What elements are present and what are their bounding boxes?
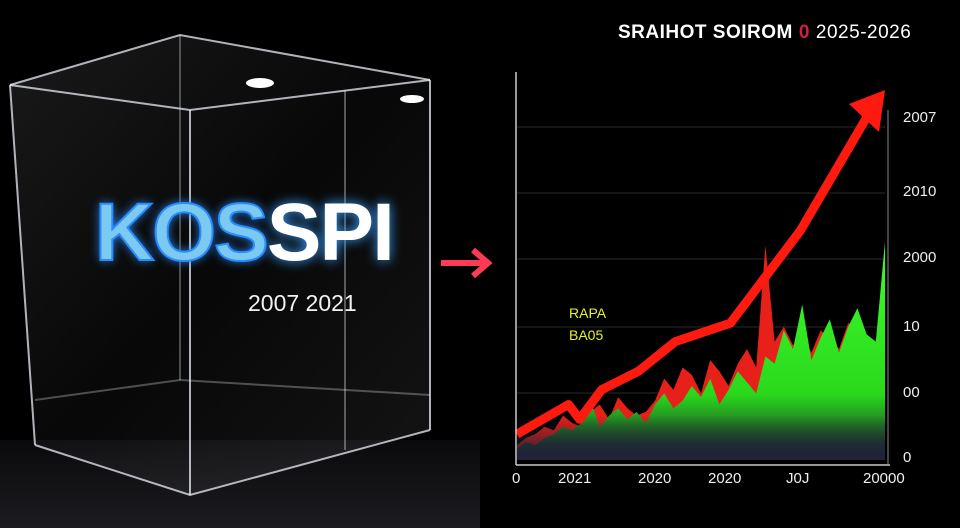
title-text: SRAIHOT SOIROM (618, 22, 793, 43)
trend-line (514, 107, 875, 439)
area-base-shade (517, 415, 885, 460)
x-tick-label: J0J (786, 470, 810, 487)
y-tick-label: 2010 (903, 183, 937, 200)
chart-title: SRAIHOT SOIROM 0 2025-2026 (618, 22, 911, 44)
logo-outline: KOS (94, 186, 270, 279)
title-years: 2025-2026 (815, 22, 912, 43)
y-tick-label: 2000 (903, 249, 937, 266)
cube-years: 2007 2021 (248, 290, 357, 316)
title-separator: 0 (798, 22, 810, 43)
green-volume-area (517, 241, 885, 460)
arrow-right-icon (441, 247, 493, 279)
x-tick-label: 0 (512, 470, 521, 487)
glass-cube (0, 33, 480, 528)
x-tick-label: 2020 (638, 470, 672, 487)
chart-legend: RAPA BA05 (569, 302, 606, 346)
y-tick-label: 00 (903, 384, 920, 401)
x-tick-label: 20000 (863, 470, 905, 487)
legend-item: RAPA (569, 305, 607, 321)
logo-solid: SPI (266, 187, 395, 278)
y-tick-label: 10 (903, 318, 920, 335)
legend-item: BA05 (569, 327, 604, 343)
y-tick-label: 0 (903, 449, 912, 466)
x-tick-label: 2021 (558, 470, 592, 487)
x-tick-label: 2020 (708, 470, 742, 487)
trend-arrowhead (849, 90, 885, 132)
y-tick-label: 2007 (903, 109, 937, 126)
kospi-logo: KOSSPI (94, 186, 395, 280)
